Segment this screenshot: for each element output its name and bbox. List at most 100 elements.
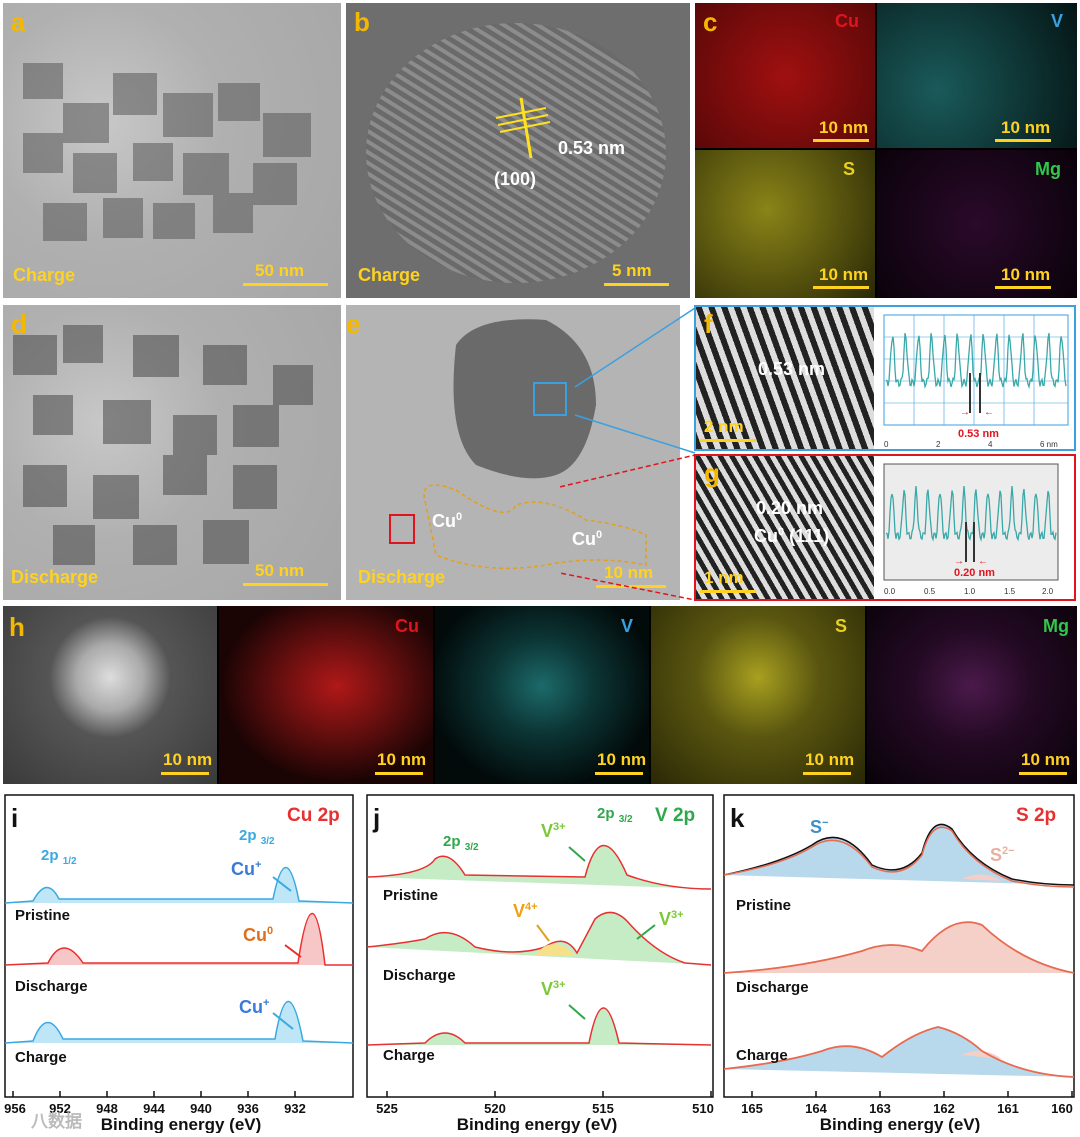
panel-j-curve-charge: Charge — [383, 1047, 435, 1064]
panel-c-scale-2: 10 nm — [1001, 118, 1051, 137]
panel-f-xtick-0: 0 — [884, 440, 889, 449]
panel-b-scale-bar — [604, 283, 669, 286]
panel-c-bar-3 — [813, 286, 869, 289]
panel-f-scale-bar — [700, 439, 756, 442]
panel-g-plane: Cu0 (111) — [754, 526, 830, 546]
panel-i-xtick-3: 944 — [143, 1101, 165, 1116]
panel-g-scale-bar — [700, 590, 756, 593]
panel-b-state: Charge — [358, 265, 421, 285]
svg-text:→: → — [960, 407, 970, 418]
panel-a-image: a Charge 50 nm — [3, 3, 341, 298]
panel-i-xtick-4: 940 — [190, 1101, 212, 1116]
svg-text:←: ← — [984, 407, 994, 418]
panel-b-label: b — [354, 7, 370, 37]
watermark: 八数据 — [31, 1112, 82, 1131]
panel-g-scale-text: 1 nm — [704, 568, 744, 587]
panel-j-v3-2: V3+ — [659, 909, 684, 929]
panel-i-peak2: 2p 3/2 — [239, 827, 275, 847]
panel-j-curve-pristine: Pristine — [383, 887, 439, 904]
panel-h-cu: Cu — [395, 616, 419, 636]
panel-h-bar-2 — [595, 772, 643, 775]
panel-g-xtick-4: 2.0 — [1042, 587, 1054, 596]
panel-c-mg-map — [877, 150, 1077, 298]
panel-h-scale-2: 10 nm — [597, 750, 647, 769]
panel-i-peak1: 2p 1/2 — [41, 847, 77, 867]
panel-k-s-2minus: S2− — [990, 845, 1015, 865]
panel-d-scale-text: 50 nm — [255, 561, 305, 580]
panel-k-label: k — [730, 803, 745, 833]
panel-a-label: a — [11, 7, 26, 37]
panel-b-image: b 0.53 nm (100) Charge 5 nm — [346, 3, 690, 298]
panel-d-image: d Discharge 50 nm — [3, 305, 341, 600]
panel-h-haadf — [3, 606, 217, 784]
panel-f-d-spacing: 0.53 nm — [758, 359, 826, 379]
panel-d-state: Discharge — [11, 567, 99, 587]
panel-b-plane: (100) — [494, 169, 537, 189]
panel-g-ifft — [696, 456, 874, 599]
panel-h-v: V — [621, 616, 634, 636]
panel-g-profile-label: 0.20 nm — [954, 567, 995, 579]
panel-i-cu-plus-1: Cu+ — [231, 859, 262, 879]
panel-c-bar-2 — [995, 139, 1051, 142]
panel-g-label: g — [704, 458, 720, 488]
panel-k-s-minus: S− — [810, 817, 829, 837]
panel-e-particle — [389, 319, 647, 570]
panel-j-xtick-0: 525 — [376, 1101, 398, 1116]
svg-text:←: ← — [978, 556, 988, 567]
panel-c-mg: Mg — [1035, 159, 1061, 179]
panel-k: 165 164 163 162 161 160 Binding energy (… — [722, 793, 1078, 1133]
panel-h-mg: Mg — [1043, 616, 1069, 636]
panel-k-xtick-5: 160 — [1051, 1101, 1073, 1116]
panel-c-s: S — [843, 159, 856, 179]
panel-b-scale-text: 5 nm — [612, 261, 652, 280]
panel-j-xtick-2: 515 — [592, 1101, 614, 1116]
panel-d-label: d — [11, 309, 27, 339]
panel-j-xtick-3: 510 — [692, 1101, 714, 1116]
panel-f-profile: → ← 0.53 nm 0 2 4 6 nm — [883, 314, 1069, 449]
panel-e-cu0-2: Cu0 — [572, 529, 603, 549]
panel-f-xtick-3: 6 nm — [1040, 440, 1058, 449]
panel-i-xtick-1: 952 — [49, 1101, 71, 1116]
panel-g-xtick-1: 0.5 — [924, 587, 936, 596]
panel-g-d-spacing: 0.20 nm — [756, 498, 824, 518]
panel-c-v-map — [877, 3, 1077, 148]
panel-k-curve-charge: Charge — [736, 1047, 788, 1064]
panel-i-xlabel: Binding energy (eV) — [101, 1115, 262, 1133]
panel-h-scale-0: 10 nm — [163, 750, 213, 769]
panel-j-peak2: 2p 3/2 — [597, 805, 633, 825]
panel-f-xtick-2: 4 — [988, 440, 993, 449]
panel-k-xtick-2: 163 — [869, 1101, 891, 1116]
panel-b-d-spacing: 0.53 nm — [558, 138, 626, 158]
panel-j-title: V 2p — [655, 805, 696, 826]
panel-a-state: Charge — [13, 265, 76, 285]
panel-h-s: S — [835, 616, 848, 636]
panel-e-scale-bar — [596, 585, 666, 588]
panel-k-plot: 165 164 163 162 161 160 Binding energy (… — [723, 794, 1075, 1133]
panel-j: 525 520 515 510 Binding energy (eV) j V … — [365, 793, 715, 1133]
panel-h-s-map — [651, 606, 865, 784]
panel-c-scale-1: 10 nm — [819, 118, 869, 137]
panel-c-bar-4 — [995, 286, 1051, 289]
panel-f-scale-text: 2 nm — [704, 417, 744, 436]
panel-j-v3-3: V3+ — [541, 979, 566, 999]
panel-c-scale-4: 10 nm — [1001, 265, 1051, 284]
panel-h-v-map — [435, 606, 649, 784]
panel-k-xtick-0: 165 — [741, 1101, 763, 1116]
panel-g-xtick-3: 1.5 — [1004, 587, 1016, 596]
panel-i-xtick-6: 932 — [284, 1101, 306, 1116]
panel-d-scale-bar — [243, 583, 328, 586]
panel-j-label: j — [373, 803, 381, 833]
panel-k-title: S 2p — [1016, 805, 1057, 826]
panel-f-xtick-1: 2 — [936, 440, 941, 449]
panel-i-cu-plus-2: Cu+ — [239, 997, 270, 1017]
panel-a-scale-bar — [243, 283, 328, 286]
panel-j-curve-discharge: Discharge — [383, 967, 456, 984]
panel-k-xtick-1: 164 — [805, 1101, 827, 1116]
panel-c-bar-1 — [813, 139, 869, 142]
panel-e-image: e Cu0 Cu0 Discharge 10 nm — [346, 305, 680, 600]
panel-j-plot: 525 520 515 510 Binding energy (eV) — [366, 794, 714, 1133]
panel-k-xlabel: Binding energy (eV) — [820, 1115, 981, 1133]
panel-i: 956 952 948 944 940 936 932 Binding ener… — [3, 793, 355, 1133]
panel-i-label: i — [11, 803, 19, 833]
panel-h-cu-map — [219, 606, 433, 784]
